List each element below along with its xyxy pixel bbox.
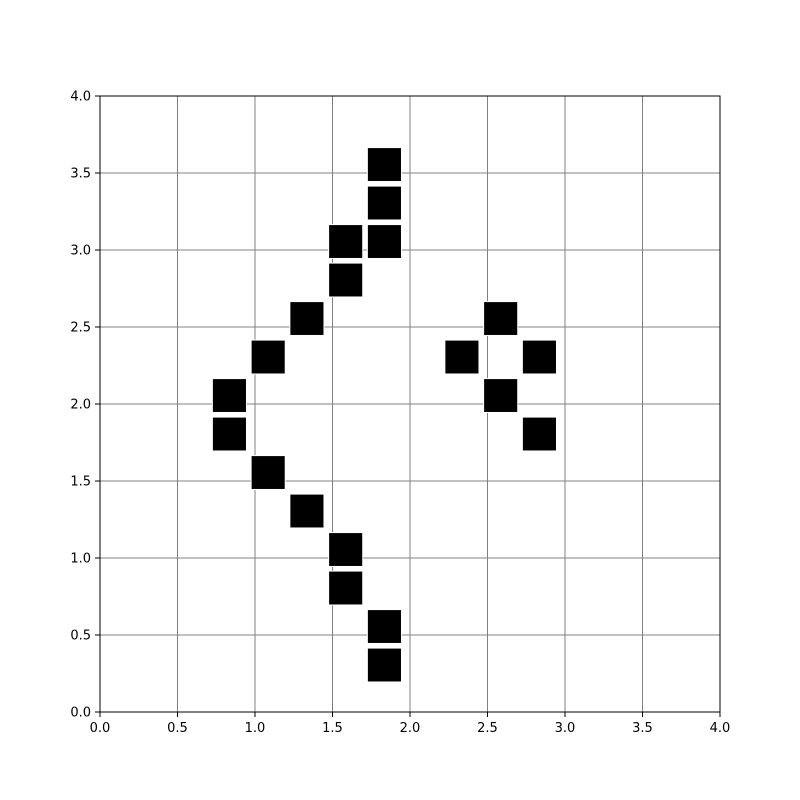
y-tick-label-6: 3.0 (70, 244, 91, 259)
square-marker-3 (328, 224, 364, 259)
square-marker-9 (250, 455, 286, 490)
square-marker-13 (366, 609, 402, 644)
square-marker-15 (483, 301, 519, 336)
square-marker-0 (366, 147, 402, 182)
y-tick-label-8: 4.0 (70, 90, 91, 105)
y-tick-label-5: 2.5 (70, 321, 91, 336)
x-tick-label-3: 1.5 (322, 721, 343, 736)
y-axis-ticks: 0.0 0.5 1.0 1.5 2.0 2.5 3.0 3.5 4.0 (70, 90, 100, 721)
square-marker-11 (328, 532, 364, 567)
x-tick-label-7: 3.5 (632, 721, 653, 736)
x-tick-label-1: 0.5 (167, 721, 188, 736)
square-marker-8 (211, 416, 247, 452)
y-tick-label-3: 1.5 (70, 475, 91, 490)
square-marker-7 (211, 378, 247, 413)
square-marker-2 (366, 224, 402, 259)
square-marker-6 (250, 339, 286, 375)
x-tick-label-4: 2.0 (400, 721, 421, 736)
square-marker-5 (289, 301, 325, 336)
x-tick-label-0: 0.0 (90, 721, 111, 736)
x-tick-label-6: 3.0 (555, 721, 576, 736)
y-tick-label-2: 1.0 (70, 552, 91, 567)
y-tick-label-1: 0.5 (70, 629, 91, 644)
x-axis-ticks: 0.0 0.5 1.0 1.5 2.0 2.5 3.0 3.5 4.0 (90, 712, 731, 736)
y-tick-label-4: 2.0 (70, 398, 91, 413)
square-marker-12 (328, 570, 364, 606)
square-marker-18 (483, 378, 519, 413)
square-marker-17 (521, 339, 557, 375)
square-marker-16 (444, 339, 480, 375)
square-marker-1 (366, 185, 402, 221)
data-points (211, 147, 557, 683)
square-marker-19 (521, 416, 557, 452)
y-tick-label-0: 0.0 (70, 706, 91, 721)
y-tick-label-7: 3.5 (70, 167, 91, 182)
x-tick-label-2: 1.0 (245, 721, 266, 736)
x-tick-label-5: 2.5 (477, 721, 498, 736)
x-tick-label-8: 4.0 (710, 721, 731, 736)
square-marker-4 (328, 262, 364, 298)
square-marker-10 (289, 493, 325, 529)
square-marker-14 (366, 647, 402, 683)
